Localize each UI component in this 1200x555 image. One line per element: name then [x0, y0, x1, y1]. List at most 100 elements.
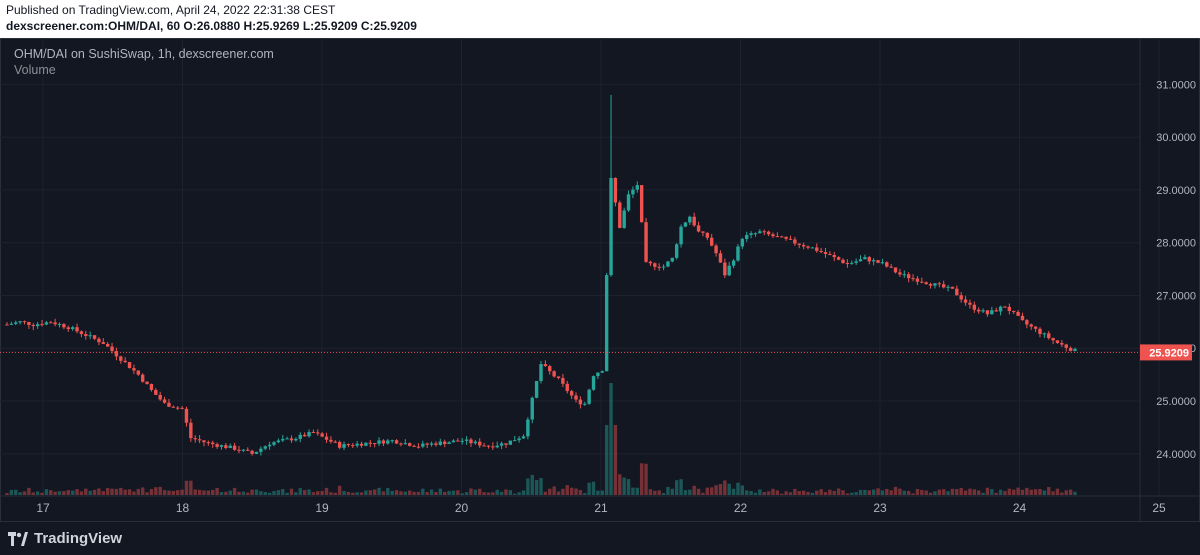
- candle-body: [618, 202, 622, 228]
- volume-bar: [714, 485, 718, 495]
- volume-bar: [534, 479, 539, 495]
- volume-bar: [994, 492, 998, 495]
- candle-body: [259, 448, 263, 452]
- volume-bar: [955, 489, 959, 495]
- volume-bar: [114, 488, 119, 495]
- candle-body: [40, 324, 44, 326]
- candle-body: [959, 295, 963, 300]
- candle-body: [841, 259, 845, 263]
- volume-bar: [674, 480, 679, 495]
- candle-body: [854, 261, 858, 263]
- volume-bar: [92, 489, 97, 495]
- volume-bar: [285, 492, 289, 495]
- volume-bar: [889, 490, 893, 495]
- volume-bar: [158, 486, 162, 495]
- candle-body: [49, 322, 53, 324]
- volume-bar: [635, 487, 639, 495]
- candle-body: [731, 260, 736, 266]
- candle-body: [1033, 326, 1038, 329]
- candle-body: [372, 443, 377, 445]
- volume-bar: [267, 492, 272, 495]
- volume-bar: [972, 489, 977, 495]
- volume-bar: [495, 489, 499, 495]
- candle-body: [364, 442, 368, 446]
- candle-body: [950, 286, 955, 289]
- candle-body: [832, 255, 836, 258]
- volume-bar: [416, 491, 421, 495]
- candle-body: [517, 438, 521, 441]
- volume-bar: [22, 491, 27, 495]
- volume-bar: [469, 488, 473, 495]
- candle-body: [780, 236, 784, 238]
- candle-body: [937, 283, 942, 285]
- volume-bar: [968, 488, 972, 495]
- volume-bar: [254, 489, 259, 495]
- volume-bar: [906, 490, 911, 495]
- price-chart[interactable]: 24.000025.000026.000027.000028.000029.00…: [0, 38, 1200, 522]
- volume-bar: [591, 481, 596, 495]
- candle-body: [390, 440, 394, 442]
- volume-bar: [1073, 491, 1077, 495]
- candle-body: [110, 346, 114, 352]
- volume-bar: [731, 488, 736, 495]
- candle-body: [749, 233, 753, 235]
- volume-bar: [9, 489, 14, 495]
- volume-bar: [701, 492, 705, 495]
- volume-bar: [810, 492, 815, 495]
- candle-body: [346, 444, 351, 446]
- candle-body: [565, 383, 569, 392]
- candle-body: [149, 383, 154, 390]
- candle-body: [801, 244, 806, 247]
- volume-bar: [1038, 489, 1042, 495]
- volume-bar: [123, 489, 127, 495]
- candle-body: [850, 262, 854, 264]
- y-axis: 24.000025.000026.000027.000028.000029.00…: [1139, 38, 1196, 522]
- volume-bar: [101, 491, 105, 495]
- tradingview-logo[interactable]: TradingView: [8, 530, 122, 547]
- volume-bar: [780, 493, 784, 495]
- volume-bar: [478, 488, 482, 495]
- candle-body: [193, 438, 197, 440]
- candle-body: [994, 310, 998, 312]
- candle-body: [889, 266, 893, 268]
- x-axis: 17 18 19 20 21 22 23 24 25: [0, 495, 1200, 515]
- volume-bar: [136, 488, 141, 495]
- candle-body: [972, 304, 977, 310]
- volume-bar: [736, 482, 740, 495]
- volume-bar: [75, 489, 79, 495]
- candle-body: [906, 274, 911, 279]
- candle-body: [254, 451, 259, 454]
- candle-body: [1047, 333, 1051, 339]
- volume-bar: [491, 492, 495, 495]
- candle-body: [232, 445, 237, 450]
- candle-body: [543, 364, 548, 367]
- volume-bar: [386, 487, 390, 495]
- candle-body: [810, 247, 815, 249]
- candle-body: [57, 324, 62, 326]
- volume-bar: [276, 490, 281, 495]
- volume-bar: [990, 489, 994, 495]
- volume-bar: [482, 492, 486, 495]
- candle-body: [97, 338, 101, 343]
- candle-body: [766, 231, 771, 235]
- candle-body: [508, 440, 513, 445]
- candle-body: [574, 395, 578, 400]
- candle-body: [189, 422, 193, 439]
- candle-body: [613, 177, 618, 203]
- volume-bar: [710, 487, 714, 495]
- candle-body: [88, 335, 92, 337]
- volume-bar: [928, 492, 933, 495]
- candle-body: [250, 450, 254, 454]
- volume-bar: [521, 490, 526, 495]
- candle-body: [421, 443, 425, 447]
- volume-bar: [626, 479, 631, 495]
- volume-bar: [854, 492, 858, 495]
- volume-bar: [250, 489, 254, 495]
- tradingview-logo-icon: [8, 531, 28, 546]
- volume-bar: [508, 490, 513, 495]
- volume-bar: [302, 490, 307, 495]
- volume-bar: [232, 487, 237, 495]
- volume-bar: [206, 490, 211, 495]
- volume-bar: [920, 489, 924, 495]
- candle-body: [653, 263, 657, 267]
